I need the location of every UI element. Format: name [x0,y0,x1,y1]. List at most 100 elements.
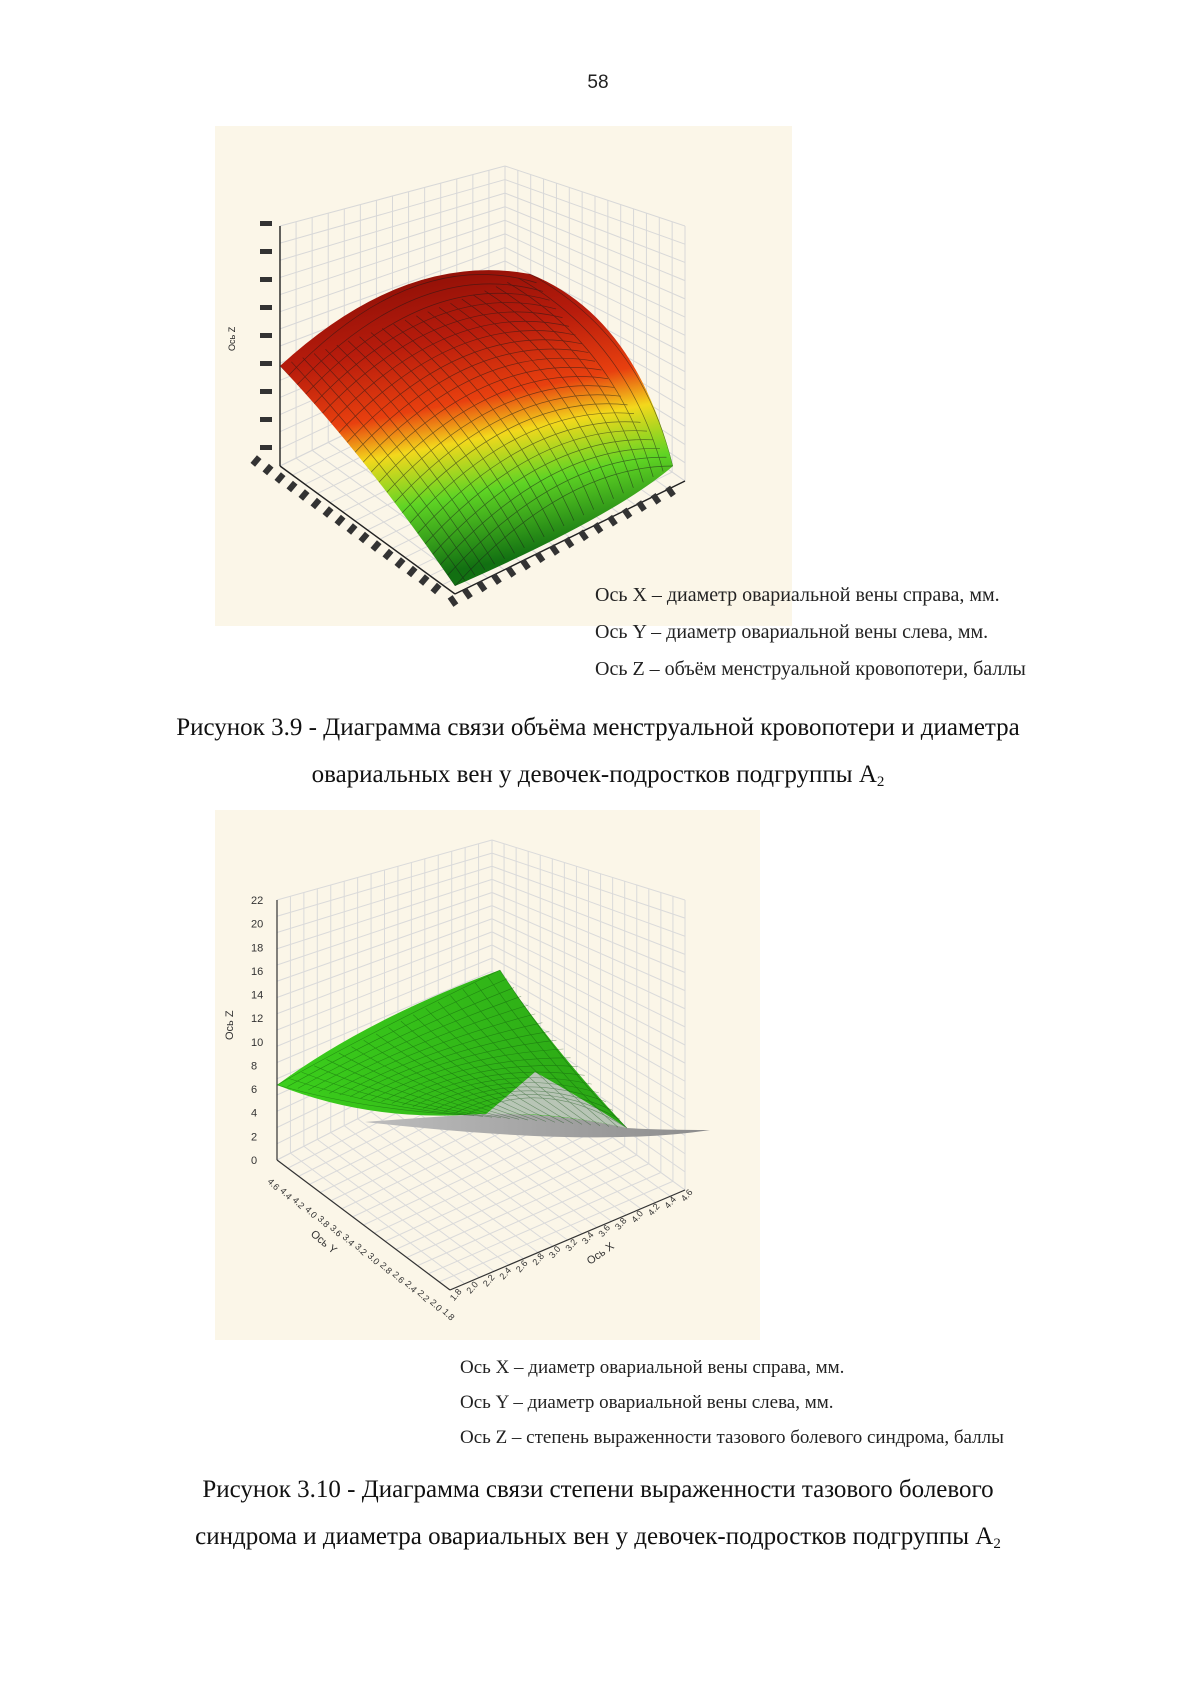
mesh-line [474,982,610,1127]
x-tick [563,536,575,549]
x-tick [621,507,633,520]
y-tick [430,582,442,595]
grid-line [363,1119,589,1226]
mesh-line [313,353,486,570]
y-tick-label: 4.6 [266,1176,282,1192]
x-tick [549,544,560,556]
mesh-line [443,1090,614,1112]
mesh-line [446,456,667,577]
grid-line [438,1180,674,1283]
mesh-line [454,465,673,586]
mesh-line [301,1071,484,1117]
y-tick [262,463,274,476]
x-tick [491,573,502,585]
mesh-line [339,1022,543,1096]
y-tick-label: 2.2 [416,1288,432,1304]
y-tick [406,565,418,578]
z-tick [260,333,272,338]
mesh-line [495,286,644,483]
y-tick [370,540,382,552]
surface-grey-upper [485,1072,627,1128]
mesh-line [375,1033,538,1122]
y-tick-label: 3.0 [366,1251,382,1267]
z-tick-label: 20 [251,919,263,931]
mesh-line [338,1052,511,1119]
grid-line [384,1137,613,1242]
x-tick [505,565,517,578]
y-tick-label: 3.4 [341,1232,357,1248]
y-tick-label: 2.8 [378,1260,394,1276]
mesh-line [427,311,585,516]
grid-line [374,1128,601,1234]
mesh-line [349,1031,550,1097]
x-tick-label: 3.2 [563,1237,579,1253]
surface-mesh [276,969,628,1129]
grid-line [417,1163,650,1267]
mesh-line [359,357,596,467]
mesh-line [454,1094,621,1120]
grid-line [276,957,493,1047]
mesh-line [302,357,476,576]
mesh-line [311,302,557,407]
mesh-line [291,361,466,581]
figure-3-9-caption: Рисунок 3.9 - Диаграмма связи объёма мен… [0,704,1196,806]
y-tick [394,557,406,569]
mesh-line [289,1078,475,1117]
y-tick [250,455,262,467]
mesh-line [360,1039,557,1099]
mesh-line [391,394,622,507]
x-tick-label: 3.4 [580,1230,596,1246]
x-axis-label: Ось X [585,1240,617,1268]
grid-line [491,970,686,1082]
mesh-line [437,1001,583,1125]
grid-line [428,1172,662,1275]
mesh-line [308,996,522,1091]
mesh-line [325,349,495,565]
z-tick-label: 4 [251,1108,257,1120]
x-tick [592,522,604,534]
mesh-line [363,1040,529,1121]
mesh-line [375,376,609,487]
y-tick-label: 2.4 [403,1279,419,1295]
surface-grey [365,1113,710,1138]
x-tick-label: 2.0 [464,1280,480,1296]
z-tick-label: 16 [251,966,263,978]
z-axis-label: Ось Z [227,326,237,351]
x-tick [636,500,647,512]
z-tick-label: 12 [251,1013,263,1025]
z-tick [260,417,272,422]
mesh-line [450,302,604,505]
y-tick-label: 2.6 [391,1269,407,1285]
legend-y: Ось Y – диаметр овариальной вены слева, … [460,1392,834,1413]
mesh-line [438,307,595,510]
mesh-line [381,1057,571,1102]
grid-line [491,983,686,1100]
x-tick [476,580,488,593]
x-tick-label: 2.6 [514,1258,530,1274]
mesh-line [400,1020,556,1123]
mesh-line [438,448,661,567]
mesh-line [287,274,537,377]
axes [276,900,686,1291]
y-tick-label: 3.6 [328,1223,344,1239]
mesh-line [295,283,544,387]
legend-x: Ось X – диаметр овариальной вены справа,… [460,1357,845,1378]
mesh-line [327,320,570,427]
x-tick-label: 2.4 [497,1265,513,1281]
mesh-line [318,1004,529,1092]
mesh-line [370,1048,564,1101]
z-tick-label: 0 [251,1155,257,1167]
grid-line [276,944,493,1031]
z-tick-label: 6 [251,1084,257,1096]
mesh-line [402,1071,585,1106]
mesh-line [335,330,576,437]
x-tick-label: 3.8 [613,1216,629,1232]
mesh-line [423,1082,599,1109]
x-tick-label: 2.8 [530,1251,546,1267]
y-tick-label: 3.2 [353,1241,369,1257]
x-tick [447,595,459,607]
legend-y: Ось Y – диаметр овариальной вены слева, … [595,621,989,643]
x-tick-label: 4.0 [629,1209,645,1225]
x-tick [578,529,589,542]
legend-z: Ось Z – степень выраженности тазового бо… [460,1427,1004,1448]
